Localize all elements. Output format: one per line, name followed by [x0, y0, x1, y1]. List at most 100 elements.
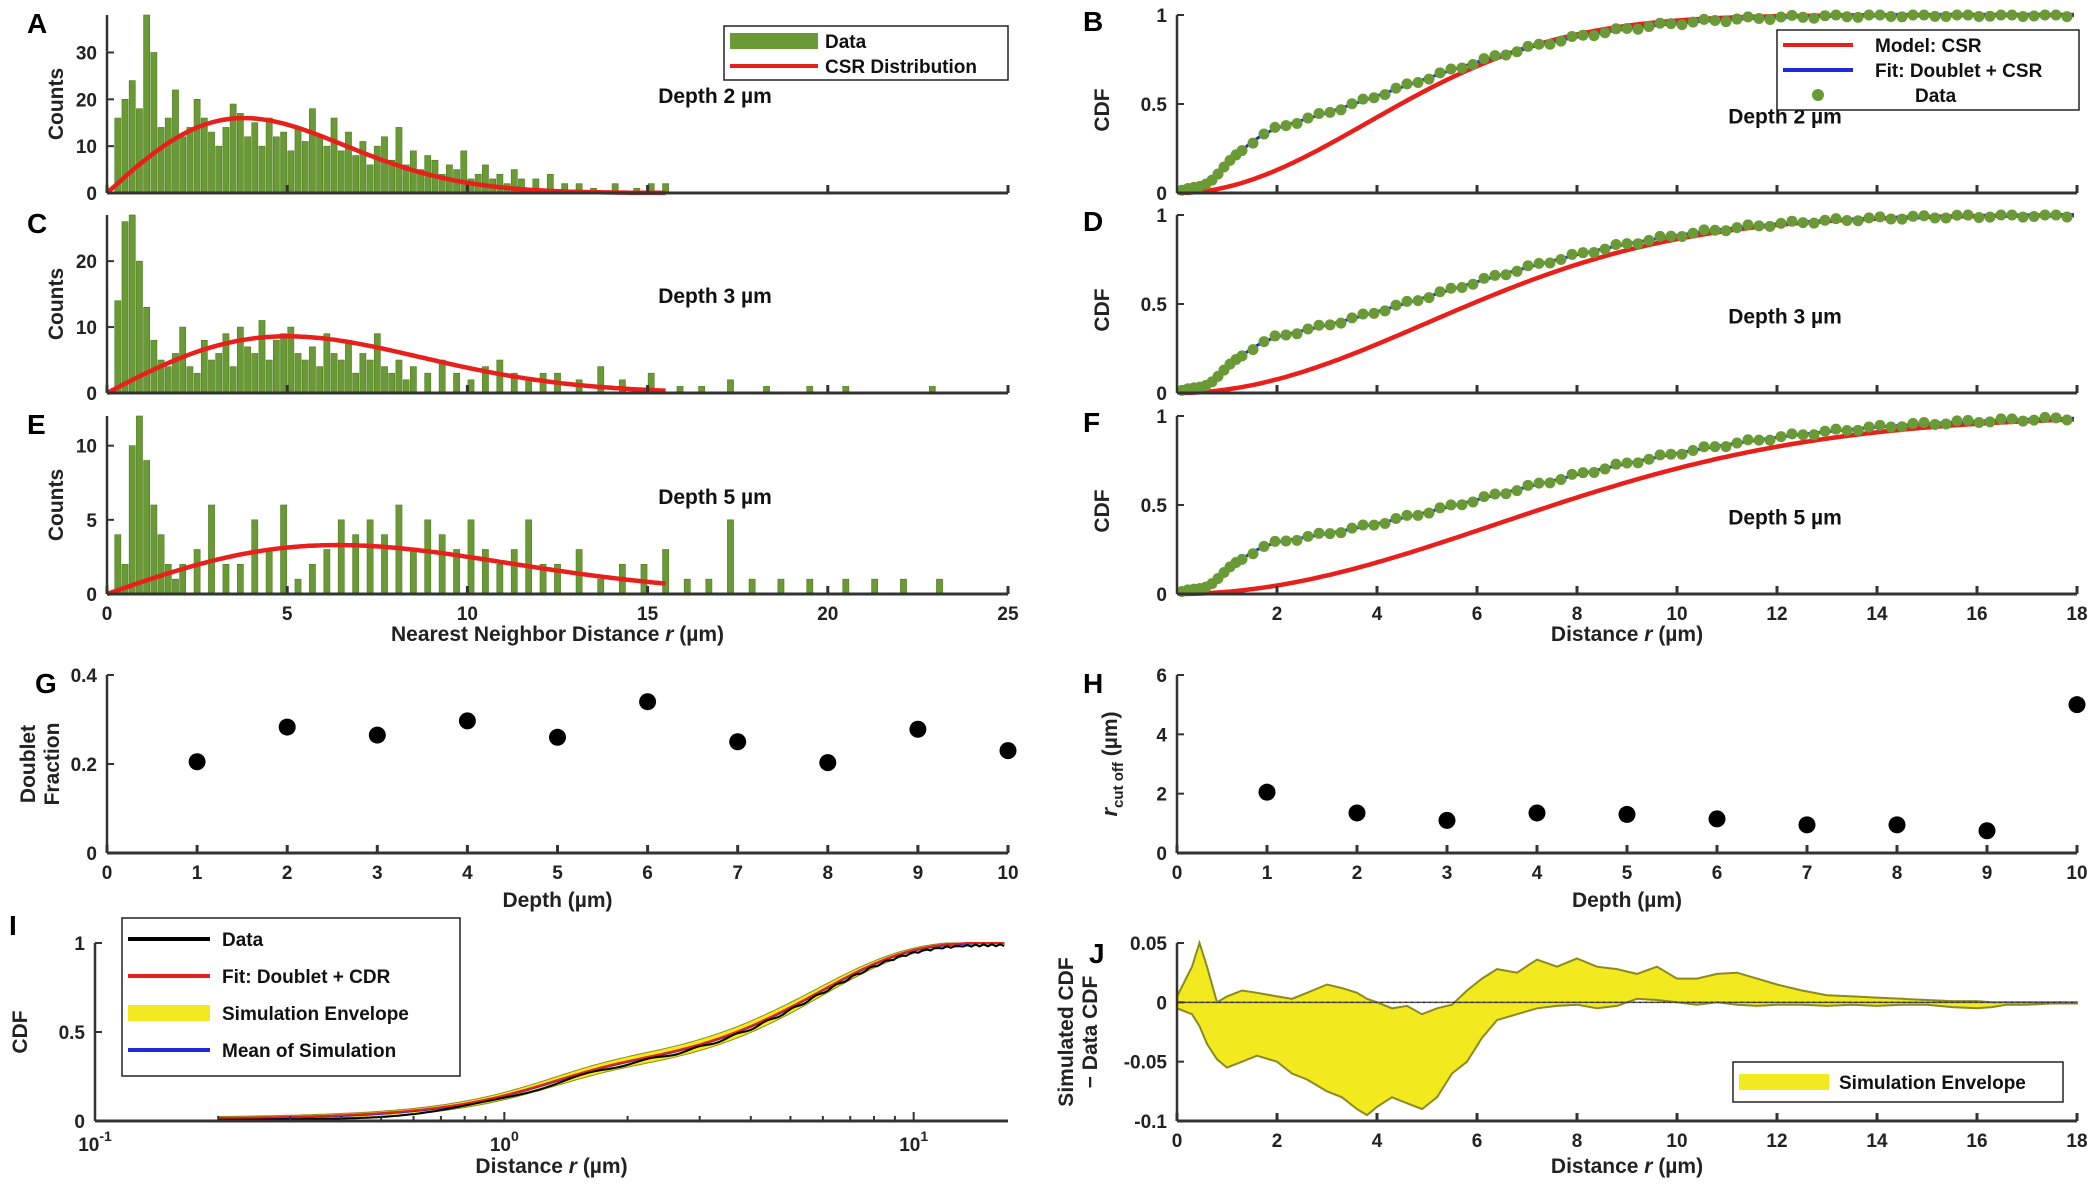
x-tick-label: 6 [642, 863, 653, 884]
histogram-bar [424, 519, 432, 595]
data-point [1654, 230, 1666, 242]
data-point [1731, 13, 1743, 25]
x-tick-label: 0 [102, 863, 113, 884]
histogram-bar [309, 346, 316, 394]
data-point [1852, 215, 1864, 227]
x-tick-base: 10 [899, 1135, 920, 1156]
histogram-bar [208, 359, 215, 394]
data-point [1940, 212, 1952, 224]
x-tick-label: 4 [462, 863, 473, 884]
legend-label: Data [1915, 86, 1957, 107]
data-point [1654, 449, 1666, 461]
x-axis-title: Distance r (µm) [1551, 623, 1703, 646]
data-point [1348, 804, 1366, 822]
histogram-bar [309, 564, 316, 595]
data-point [999, 742, 1017, 760]
y-tick-label: -0.05 [1124, 1053, 1168, 1074]
histogram-bar [301, 359, 309, 394]
x-tick-label: 3 [1442, 863, 1453, 884]
data-point [1819, 10, 1831, 22]
data-point [1533, 477, 1545, 489]
data-point [1764, 434, 1776, 446]
data-point [1863, 421, 1875, 433]
histogram-bar [258, 320, 266, 394]
data-point [1236, 350, 1248, 362]
data-point [1335, 527, 1347, 539]
data-point [1258, 783, 1276, 801]
panel-D: 0 0.5 1 D CDF Depth 3 µm [1083, 206, 2079, 405]
histogram-bar [936, 578, 943, 595]
histogram-bar [323, 145, 331, 194]
x-tick-label: 100 [490, 1128, 519, 1156]
histogram-bar [345, 131, 352, 194]
histogram-bar [186, 127, 194, 194]
data-point [1346, 522, 1358, 534]
histogram-bar [236, 564, 244, 595]
data-point [2028, 414, 2040, 426]
data-point [1995, 413, 2007, 425]
data-point [1335, 104, 1347, 116]
data-point [639, 693, 657, 711]
histogram-bar [345, 339, 352, 394]
data-point [1357, 93, 1369, 105]
data-point [1918, 9, 1930, 21]
data-point [1709, 224, 1721, 236]
x-tick-label: 15 [637, 604, 659, 625]
data-point [1423, 292, 1435, 304]
histogram-bar [395, 359, 403, 394]
data-point [1438, 811, 1456, 829]
histogram-bar [842, 578, 850, 595]
y-axis-title: − Data CDF [1079, 976, 1102, 1089]
data-point [2028, 10, 2040, 22]
y-axis-title: Fraction [41, 723, 64, 806]
data-point [1929, 212, 1941, 224]
x-tick-label: 3 [372, 863, 383, 884]
data-point [1412, 295, 1424, 307]
data-point [1808, 217, 1820, 229]
legend: Simulation Envelope [1732, 1061, 2064, 1103]
data-point [458, 712, 476, 730]
depth-annotation: Depth 3 µm [658, 285, 772, 308]
data-point [1830, 423, 1842, 435]
y-axis-title-main: r [1097, 806, 1122, 816]
data-point [1687, 445, 1699, 457]
data-point [1445, 499, 1457, 511]
x-axis-title: Nearest Neighbor Distance r (µm) [391, 623, 724, 646]
x-tick-label: 7 [1802, 863, 1813, 884]
csr-model-line [1181, 417, 2075, 597]
histogram-bar [496, 564, 504, 595]
depth-annotation: Depth 5 µm [1728, 507, 1842, 530]
data-point [1247, 137, 1259, 149]
data-point [1951, 415, 1963, 427]
data-point [1258, 336, 1270, 348]
data-point [1434, 502, 1446, 514]
x-tick-label: 2 [1352, 863, 1363, 884]
histogram-bar [164, 366, 172, 394]
x-tick-label: 8 [1572, 1131, 1583, 1152]
histogram-bar [251, 519, 259, 595]
data-point [1610, 23, 1622, 35]
x-tick-label: 14 [1866, 1131, 1888, 1152]
y-axis-title-sub: cut off [1110, 761, 1127, 808]
histogram-bar [200, 117, 208, 194]
data-point [1819, 425, 1831, 437]
histogram-bar [525, 519, 533, 595]
data-point [1357, 519, 1369, 531]
data-point [1456, 281, 1468, 293]
data-point [1566, 468, 1578, 480]
y-tick-label: 1 [1156, 206, 1167, 227]
legend-swatch-bar [730, 33, 818, 49]
histogram-bar [172, 578, 179, 595]
depth-annotation: Depth 3 µm [1728, 306, 1842, 329]
data-point [1423, 73, 1435, 85]
histogram-bar [186, 366, 194, 394]
data-point [1544, 38, 1556, 50]
data-point [2017, 415, 2029, 427]
x-tick-exponent: 1 [920, 1128, 928, 1144]
legend-swatch-band [1739, 1074, 1829, 1090]
data-point [1489, 269, 1501, 281]
data-point [1709, 441, 1721, 453]
data-point [2006, 9, 2018, 21]
histogram-bar [496, 173, 504, 194]
